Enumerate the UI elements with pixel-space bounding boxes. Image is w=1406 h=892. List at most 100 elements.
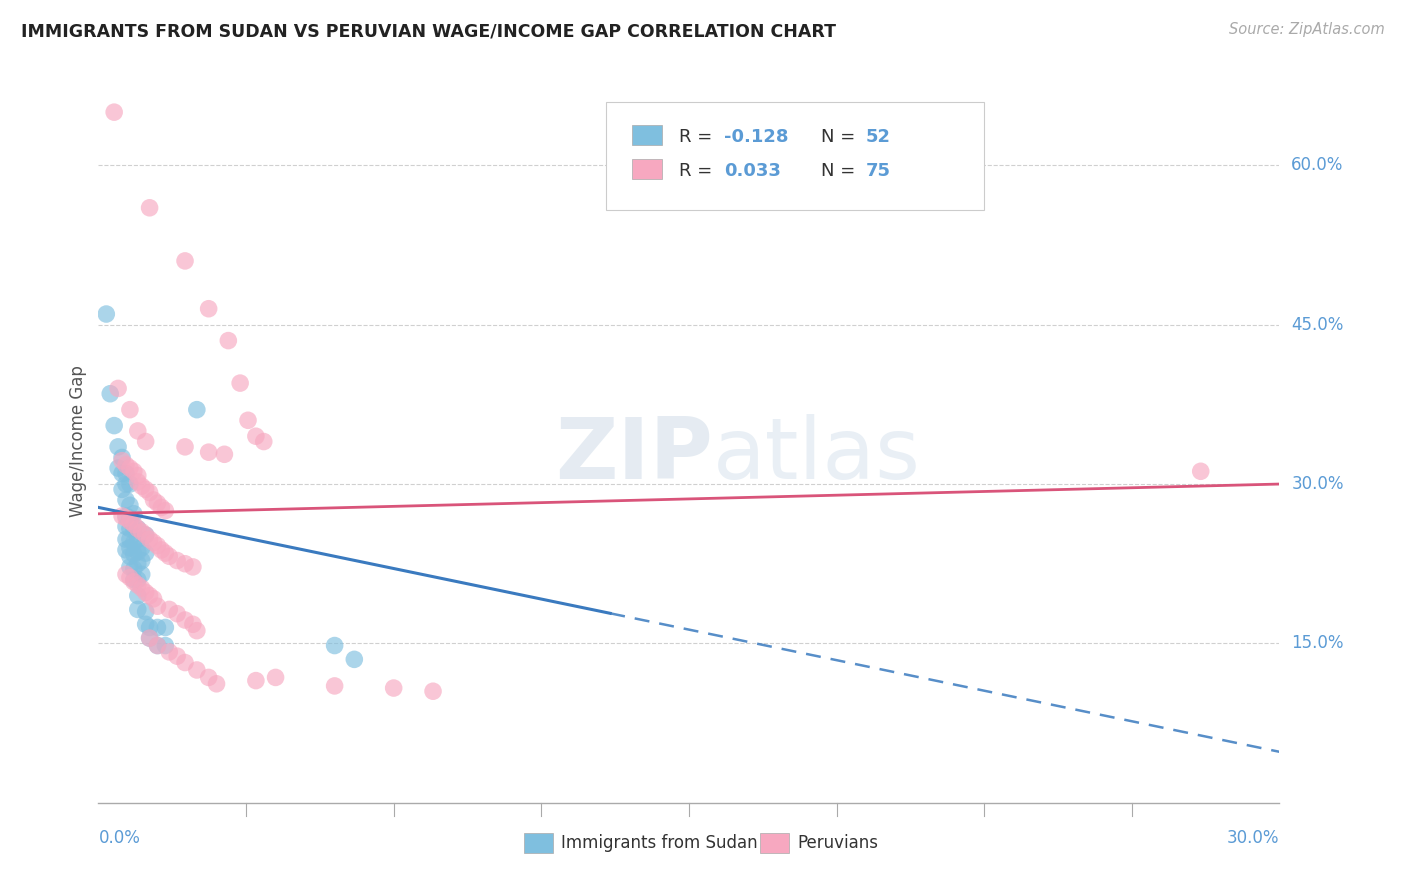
Point xyxy=(127,424,149,438)
FancyBboxPatch shape xyxy=(606,102,984,211)
Point xyxy=(115,477,138,491)
Point xyxy=(146,599,169,614)
Point xyxy=(107,461,129,475)
Point xyxy=(118,498,141,512)
Point xyxy=(323,639,346,653)
Point xyxy=(142,535,165,549)
Point xyxy=(150,542,173,557)
Point xyxy=(155,620,177,634)
Point xyxy=(131,581,153,595)
Point xyxy=(131,553,153,567)
Point xyxy=(146,639,169,653)
Point xyxy=(127,522,149,536)
Point xyxy=(122,562,145,576)
Point xyxy=(186,402,208,417)
Point xyxy=(127,578,149,592)
Point xyxy=(135,585,157,599)
Text: R =: R = xyxy=(679,128,718,145)
Point xyxy=(422,684,444,698)
Point xyxy=(181,617,204,632)
Point xyxy=(127,589,149,603)
Point xyxy=(138,485,160,500)
Point xyxy=(155,639,177,653)
Text: 15.0%: 15.0% xyxy=(1291,634,1344,652)
Point xyxy=(111,453,134,467)
Text: -0.128: -0.128 xyxy=(724,128,789,145)
Text: Source: ZipAtlas.com: Source: ZipAtlas.com xyxy=(1229,22,1385,37)
Point xyxy=(122,547,145,561)
Point xyxy=(118,549,141,564)
Point xyxy=(118,477,141,491)
Point xyxy=(127,533,149,547)
Point xyxy=(264,670,287,684)
Point xyxy=(115,458,138,472)
Point xyxy=(107,381,129,395)
Point xyxy=(118,402,141,417)
Text: ZIP: ZIP xyxy=(555,415,713,498)
Point xyxy=(245,673,267,688)
Point xyxy=(131,524,153,539)
Point xyxy=(135,528,157,542)
Point xyxy=(118,570,141,584)
Point xyxy=(253,434,276,449)
Point xyxy=(245,429,267,443)
Point xyxy=(122,507,145,521)
Point xyxy=(174,656,197,670)
Point xyxy=(155,503,177,517)
Point xyxy=(122,464,145,478)
Point xyxy=(138,620,160,634)
Point xyxy=(118,560,141,574)
Point xyxy=(166,649,188,664)
Point xyxy=(197,301,219,316)
Point xyxy=(186,663,208,677)
Point xyxy=(115,493,138,508)
Point xyxy=(115,508,138,523)
Point xyxy=(122,574,145,589)
Text: 0.0%: 0.0% xyxy=(98,830,141,847)
Point xyxy=(142,591,165,606)
Point xyxy=(131,541,153,555)
Point xyxy=(127,573,149,587)
Point xyxy=(118,514,141,528)
Point xyxy=(135,617,157,632)
Text: 52: 52 xyxy=(866,128,891,145)
FancyBboxPatch shape xyxy=(633,160,662,179)
Text: R =: R = xyxy=(679,161,718,179)
Point xyxy=(138,533,160,547)
Point xyxy=(155,546,177,560)
Point xyxy=(127,522,149,536)
Text: N =: N = xyxy=(821,128,862,145)
Point xyxy=(98,386,121,401)
Point xyxy=(197,670,219,684)
Point xyxy=(127,468,149,483)
Point xyxy=(138,631,160,645)
FancyBboxPatch shape xyxy=(759,833,789,854)
Point xyxy=(181,560,204,574)
Point xyxy=(115,467,138,481)
Point xyxy=(186,624,208,638)
Text: IMMIGRANTS FROM SUDAN VS PERUVIAN WAGE/INCOME GAP CORRELATION CHART: IMMIGRANTS FROM SUDAN VS PERUVIAN WAGE/I… xyxy=(21,22,837,40)
Point xyxy=(103,418,125,433)
Point xyxy=(127,545,149,559)
Point xyxy=(111,508,134,523)
Point xyxy=(111,483,134,497)
Point xyxy=(146,496,169,510)
Text: 0.033: 0.033 xyxy=(724,161,782,179)
Point xyxy=(382,681,405,695)
Point xyxy=(217,334,239,348)
Point xyxy=(135,605,157,619)
Point xyxy=(118,541,141,555)
Point xyxy=(166,553,188,567)
Point xyxy=(127,557,149,571)
Point xyxy=(103,105,125,120)
Point xyxy=(150,500,173,515)
Point xyxy=(111,450,134,465)
Point xyxy=(115,519,138,533)
Point xyxy=(174,613,197,627)
Point xyxy=(166,607,188,621)
Point xyxy=(138,631,160,645)
Point xyxy=(135,546,157,560)
Point xyxy=(146,539,169,553)
Point xyxy=(157,602,180,616)
Point xyxy=(142,493,165,508)
